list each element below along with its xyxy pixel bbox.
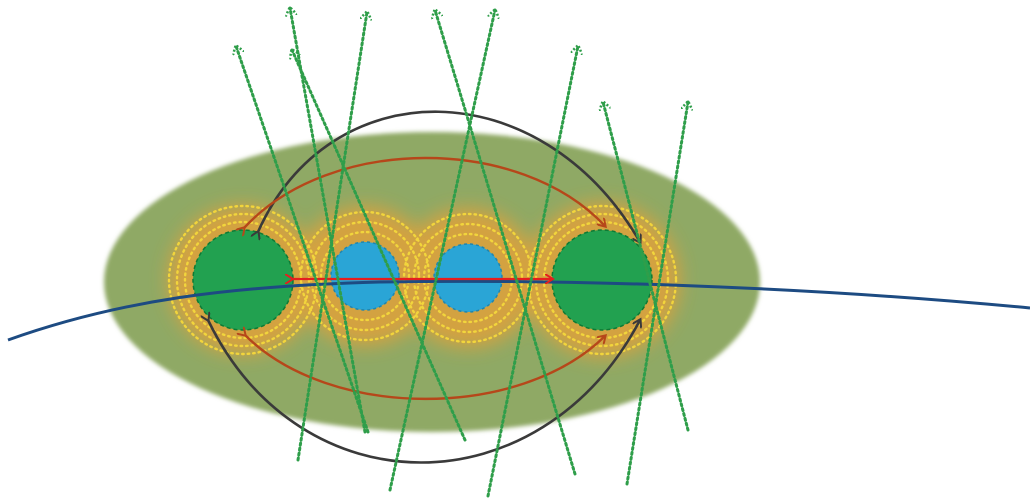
brown-arrow-group — [244, 156, 605, 400]
green-dotted-arrow-5 — [435, 10, 577, 476]
green-dotted-arrow-6 — [486, 46, 578, 498]
green-arrow-group — [236, 8, 690, 498]
dark-arc-top — [258, 110, 640, 242]
dark-arc-bottom — [208, 320, 640, 464]
brown-arc-top — [244, 156, 605, 228]
green-dotted-arrow-8 — [625, 102, 688, 486]
green-dotted-arrow-7 — [603, 102, 690, 432]
green-dotted-arrow-9 — [236, 46, 370, 434]
brown-arc-bottom — [245, 335, 605, 400]
green-dotted-arrow-3 — [296, 12, 367, 462]
dark-arrow-group — [208, 110, 640, 464]
green-dotted-arrow-4 — [388, 10, 495, 492]
outer-node-left — [192, 229, 294, 331]
green-dotted-arrow-2 — [292, 50, 467, 442]
dotted-ring-4-2 — [534, 212, 670, 348]
green-dotted-arrow-1 — [290, 8, 367, 434]
outer-node-right — [551, 229, 653, 331]
